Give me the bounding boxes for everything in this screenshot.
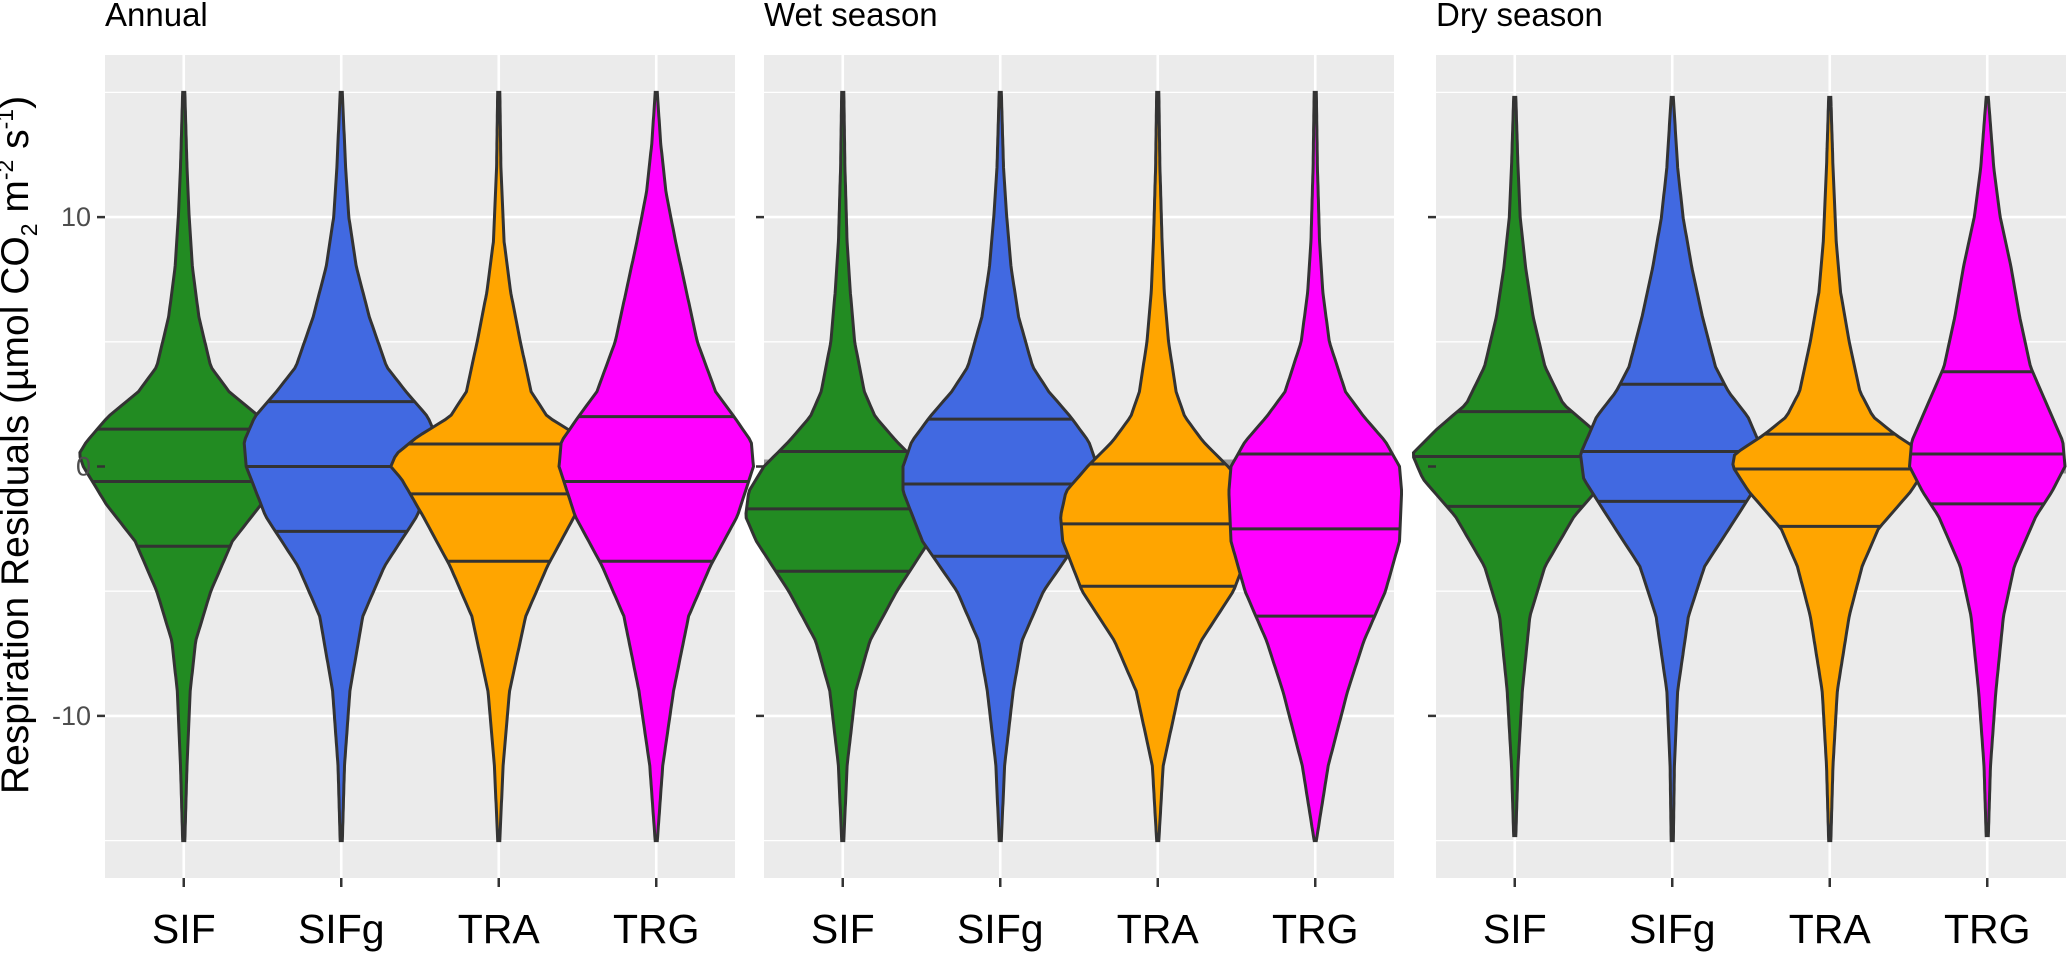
violin-tra [1059, 90, 1257, 843]
x-tick-label: SIFg [1629, 906, 1716, 952]
panel-annual: SIF SIFg TRA TRG -10 0 10 Annual [52, 0, 756, 952]
y-tick-label: 0 [76, 452, 91, 482]
x-tick-label: TRG [1944, 906, 2031, 952]
violin-trg [557, 90, 756, 843]
x-tick-label: SIFg [957, 906, 1044, 952]
violin-sif [744, 90, 942, 843]
y-axis-title-superscript-m: -2 [0, 160, 18, 180]
y-tick-label: 10 [61, 202, 91, 232]
y-axis-title-main: Respiration Residuals (µmol CO [0, 236, 37, 794]
y-tick-label: -10 [52, 701, 91, 731]
violin-trg [1907, 95, 2067, 838]
violin-sifg [901, 90, 1099, 843]
x-tick-label: SIF [152, 906, 216, 952]
panel-title: Wet season [764, 0, 938, 33]
violin-trg [1227, 90, 1403, 843]
x-tick-label: TRA [1117, 906, 1200, 952]
panel-wet-season: SIF SIFg TRA TRG Wet season [744, 0, 1403, 952]
x-tick-label: TRA [1789, 906, 1872, 952]
x-tick-label: SIF [1483, 906, 1547, 952]
violin-tra [389, 90, 609, 843]
y-axis-title: Respiration Residuals (µmol CO2 m-2 s-1) [0, 96, 42, 794]
y-axis-title-end: ) [0, 96, 37, 109]
x-tick-label: SIF [811, 906, 875, 952]
y-axis-title-subscript: 2 [16, 223, 42, 236]
x-tick-label: TRG [613, 906, 700, 952]
y-axis-title-superscript-s: -1 [0, 109, 18, 129]
violin-sif [78, 90, 290, 843]
panel-title: Annual [105, 0, 208, 33]
x-tick-label: TRA [458, 906, 541, 952]
x-tick-label: TRG [1272, 906, 1359, 952]
y-axis-title-unit-s: s [0, 129, 37, 159]
x-tick-label: SIFg [298, 906, 385, 952]
violin-sifg [1579, 95, 1766, 843]
panel-dry-season: SIF SIFg TRA TRG Dry season [1411, 0, 2067, 952]
violin-sif [1411, 95, 1618, 838]
panel-title: Dry season [1436, 0, 1603, 33]
y-axis-title-unit-m: m [0, 180, 37, 223]
